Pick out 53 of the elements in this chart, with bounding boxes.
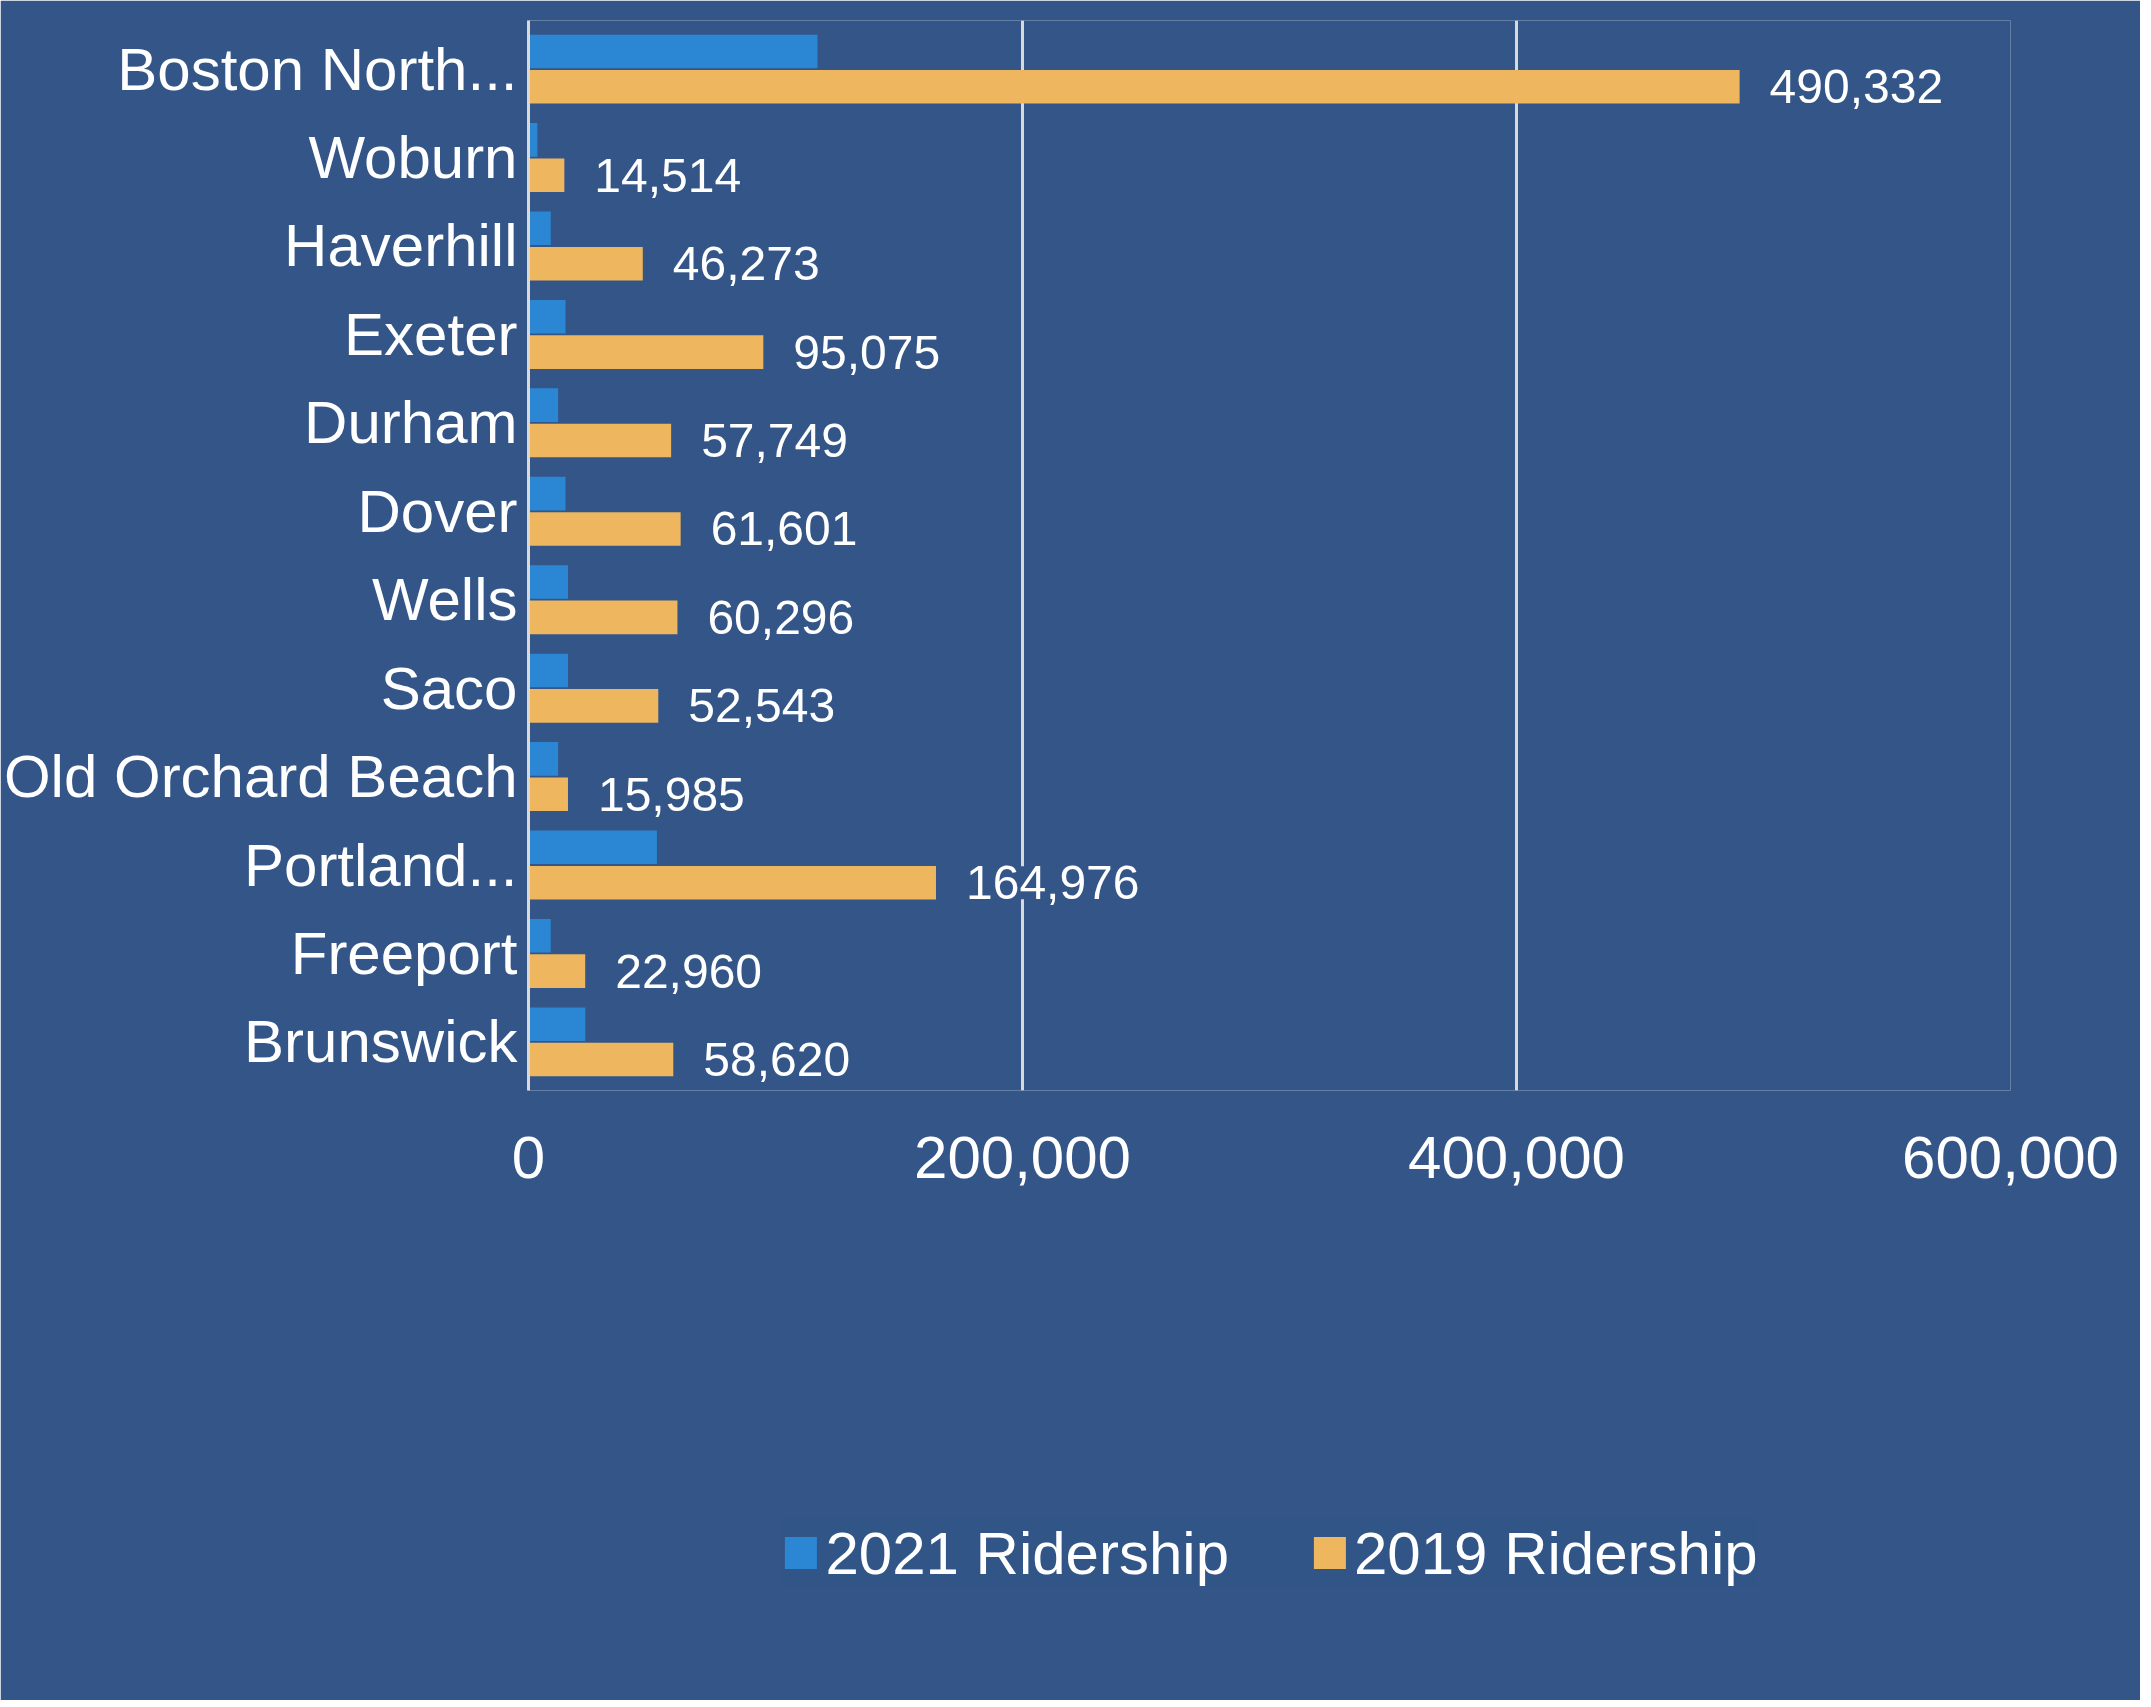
x-tick-label: 200,000 <box>914 1123 1131 1191</box>
bar <box>528 158 565 193</box>
y-tick-label: Saco <box>380 654 518 722</box>
bar <box>528 742 559 776</box>
bar <box>528 388 559 422</box>
bar <box>528 1042 674 1077</box>
x-tick-label: 600,000 <box>1902 1123 2119 1191</box>
x-tick-label: 400,000 <box>1408 1123 1625 1191</box>
data-label: 490,332 <box>1769 60 1944 114</box>
bar <box>528 565 569 599</box>
data-label: 15,985 <box>597 767 745 821</box>
y-tick-label: Old Orchard Beach <box>3 743 518 811</box>
bar <box>528 335 764 369</box>
bar <box>528 954 586 988</box>
data-label: 95,075 <box>793 325 941 379</box>
bar <box>528 423 672 458</box>
bar <box>528 299 566 334</box>
bar <box>528 476 566 511</box>
y-tick-label: Durham <box>304 389 518 457</box>
data-label: 58,620 <box>703 1033 851 1087</box>
bar <box>528 1007 586 1041</box>
y-tick-label: Woburn <box>308 124 518 192</box>
data-label: 57,749 <box>701 414 848 468</box>
bar <box>528 918 551 953</box>
data-label: 22,960 <box>615 944 763 998</box>
bar <box>528 211 551 246</box>
y-tick-label: Dover <box>357 477 518 545</box>
bar <box>528 70 1740 104</box>
y-tick-label: Haverhill <box>284 212 518 280</box>
bar <box>528 246 643 281</box>
bar <box>528 34 818 69</box>
bar <box>528 600 678 635</box>
bar <box>528 512 681 546</box>
legend-label: 2019 Ridership <box>1354 1518 1758 1588</box>
data-label: 52,543 <box>688 679 836 733</box>
y-tick-label: Portland... <box>244 831 518 899</box>
bar <box>528 830 657 865</box>
data-label: 46,273 <box>672 237 820 291</box>
bar <box>528 865 936 900</box>
y-tick-label: Exeter <box>344 300 518 368</box>
data-label: 60,296 <box>707 590 855 644</box>
bar <box>528 777 568 812</box>
data-label: 164,976 <box>965 856 1140 910</box>
bar <box>528 653 569 688</box>
legend-label: 2021 Ridership <box>825 1518 1229 1588</box>
y-tick-label: Brunswick <box>244 1008 519 1076</box>
x-tick-label: 0 <box>511 1123 546 1191</box>
y-tick-label: Boston North... <box>117 35 518 103</box>
data-label: 14,514 <box>594 148 742 202</box>
data-label: 61,601 <box>710 502 858 556</box>
bar <box>528 689 659 723</box>
y-tick-label: Freeport <box>290 919 518 987</box>
y-tick-label: Wells <box>371 566 518 634</box>
